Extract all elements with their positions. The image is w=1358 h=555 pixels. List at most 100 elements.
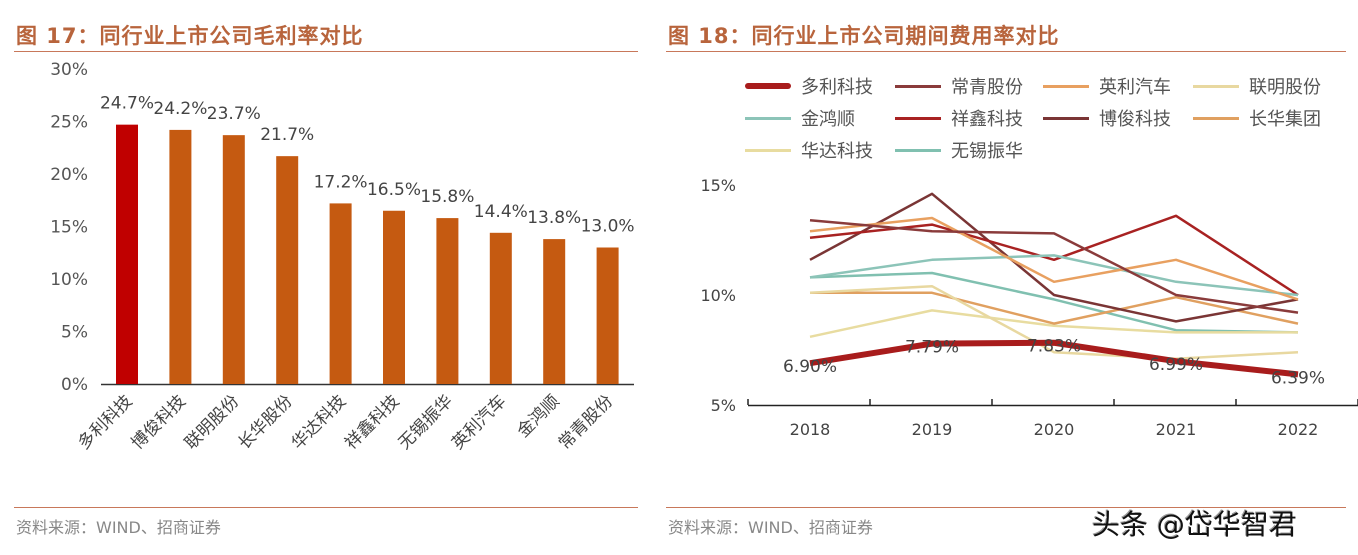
line-data-label: 7.83% xyxy=(1027,337,1081,357)
bar-data-label: 16.5% xyxy=(367,180,421,200)
bar-data-label: 23.7% xyxy=(207,104,261,124)
legend-label: 祥鑫科技 xyxy=(951,109,1023,130)
bar-x-tick-label: 华达科技 xyxy=(288,391,350,453)
legend-item: 华达科技 xyxy=(745,138,895,162)
bar-data-label: 17.2% xyxy=(314,172,368,192)
bar xyxy=(116,124,138,385)
left-chart-title: 图 17：同行业上市公司毛利率对比 xyxy=(16,24,364,48)
legend-label: 长华集团 xyxy=(1249,109,1321,130)
bar-y-tick-label: 10% xyxy=(50,270,88,290)
legend-item: 联明股份 xyxy=(1193,74,1343,98)
bar xyxy=(596,247,619,384)
legend-item: 祥鑫科技 xyxy=(895,106,1043,130)
legend-swatch xyxy=(745,116,791,120)
legend-label: 多利科技 xyxy=(801,77,873,98)
left-source: 资料来源：WIND、招商证券 xyxy=(16,518,221,537)
legend-item: 多利科技 xyxy=(745,74,895,98)
bar xyxy=(543,239,566,384)
bar-x-tick-label: 金鸿顺 xyxy=(514,391,564,441)
line-series-博俊科技 xyxy=(809,192,1299,323)
legend-swatch xyxy=(745,148,791,152)
bar-y-tick-label: 30% xyxy=(50,60,88,80)
line-data-label: 6.39% xyxy=(1271,368,1325,388)
line-y-tick-label: 15% xyxy=(700,176,736,195)
bar-x-tick-label: 无锡振华 xyxy=(395,391,457,453)
line-x-tick-label: 2018 xyxy=(790,420,831,439)
left-title-rule xyxy=(14,51,638,52)
legend-swatch xyxy=(1043,116,1089,120)
legend-swatch xyxy=(1043,84,1089,88)
line-data-label: 7.79% xyxy=(905,338,959,358)
line-x-tick-label: 2022 xyxy=(1278,420,1319,439)
bar-y-tick-label: 15% xyxy=(50,218,88,238)
legend-item: 无锡振华 xyxy=(895,138,1043,162)
line-series-常青股份 xyxy=(809,218,1299,314)
line-data-label: 6.99% xyxy=(1149,355,1203,375)
legend-item: 常青股份 xyxy=(895,74,1043,98)
line-series-长华集团 xyxy=(810,291,1299,325)
bar-data-label: 21.7% xyxy=(260,125,314,145)
bar-x-tick-label: 常青股份 xyxy=(555,391,617,453)
legend-swatch xyxy=(895,116,941,120)
legend-item: 英利汽车 xyxy=(1043,74,1193,98)
legend-swatch xyxy=(895,84,941,88)
line-x-tick-label: 2021 xyxy=(1156,420,1197,439)
bar-x-tick-label: 博俊科技 xyxy=(128,391,190,453)
bar-data-label: 24.2% xyxy=(153,99,207,119)
line-y-tick-label: 10% xyxy=(700,286,736,305)
line-data-label: 6.90% xyxy=(783,357,837,377)
bar xyxy=(329,203,352,384)
legend-label: 联明股份 xyxy=(1249,77,1321,98)
legend-item: 金鸿顺 xyxy=(745,106,895,130)
bar-y-tick-label: 20% xyxy=(50,165,88,185)
line-series-无锡振华 xyxy=(809,271,1299,334)
line-chart-legend: 多利科技 常青股份 英利汽车 联明股份金鸿顺 祥鑫科技 博俊科技 长华集团华达科技 无锡振华 xyxy=(745,74,1343,162)
legend-swatch xyxy=(745,83,791,89)
legend-label: 华达科技 xyxy=(801,141,873,162)
legend-item: 博俊科技 xyxy=(1043,106,1193,130)
bar-data-label: 14.4% xyxy=(474,202,528,222)
bar xyxy=(489,232,512,384)
bar xyxy=(222,135,245,384)
bar-data-label: 24.7% xyxy=(100,94,154,114)
legend-label: 常青股份 xyxy=(951,77,1023,98)
legend-label: 英利汽车 xyxy=(1099,77,1171,98)
bar-data-label: 13.0% xyxy=(581,217,635,237)
right-footer-rule xyxy=(666,507,1346,508)
bar-x-tick-label: 多利科技 xyxy=(74,391,136,453)
line-series-联明股份 xyxy=(809,284,1299,361)
line-series-英利汽车 xyxy=(809,216,1299,301)
legend-label: 博俊科技 xyxy=(1099,109,1171,130)
bar xyxy=(169,129,192,384)
legend-item: 长华集团 xyxy=(1193,106,1343,130)
bar-x-tick-label: 联明股份 xyxy=(181,391,243,453)
bar-x-tick-label: 英利汽车 xyxy=(448,391,510,453)
right-title-rule xyxy=(666,51,1346,52)
bar xyxy=(276,156,299,384)
legend-swatch xyxy=(1193,116,1239,120)
bar-data-label: 15.8% xyxy=(420,187,474,207)
legend-swatch xyxy=(895,148,941,152)
left-footer-rule xyxy=(14,507,638,508)
watermark: 头条 @岱华智君 xyxy=(1092,508,1297,541)
legend-label: 无锡振华 xyxy=(951,141,1023,162)
bar-data-label: 13.8% xyxy=(527,208,581,228)
line-series-金鸿顺 xyxy=(809,254,1299,297)
right-source: 资料来源：WIND、招商证券 xyxy=(668,518,873,537)
right-chart-title: 图 18：同行业上市公司期间费用率对比 xyxy=(668,24,1060,48)
legend-label: 金鸿顺 xyxy=(801,109,855,130)
line-x-tick-label: 2019 xyxy=(912,420,953,439)
legend-swatch xyxy=(1193,84,1239,88)
bar-x-tick-label: 祥鑫科技 xyxy=(341,391,403,453)
line-series-祥鑫科技 xyxy=(809,214,1299,297)
line-y-tick-label: 5% xyxy=(711,396,736,415)
bar-y-tick-label: 25% xyxy=(50,113,88,133)
line-series-多利科技 xyxy=(809,339,1299,378)
bar xyxy=(383,210,405,384)
bar xyxy=(436,218,459,384)
bar-y-tick-label: 0% xyxy=(61,375,88,395)
line-x-tick-label: 2020 xyxy=(1034,420,1075,439)
bar-y-tick-label: 5% xyxy=(61,323,88,343)
line-series-华达科技 xyxy=(809,309,1298,339)
